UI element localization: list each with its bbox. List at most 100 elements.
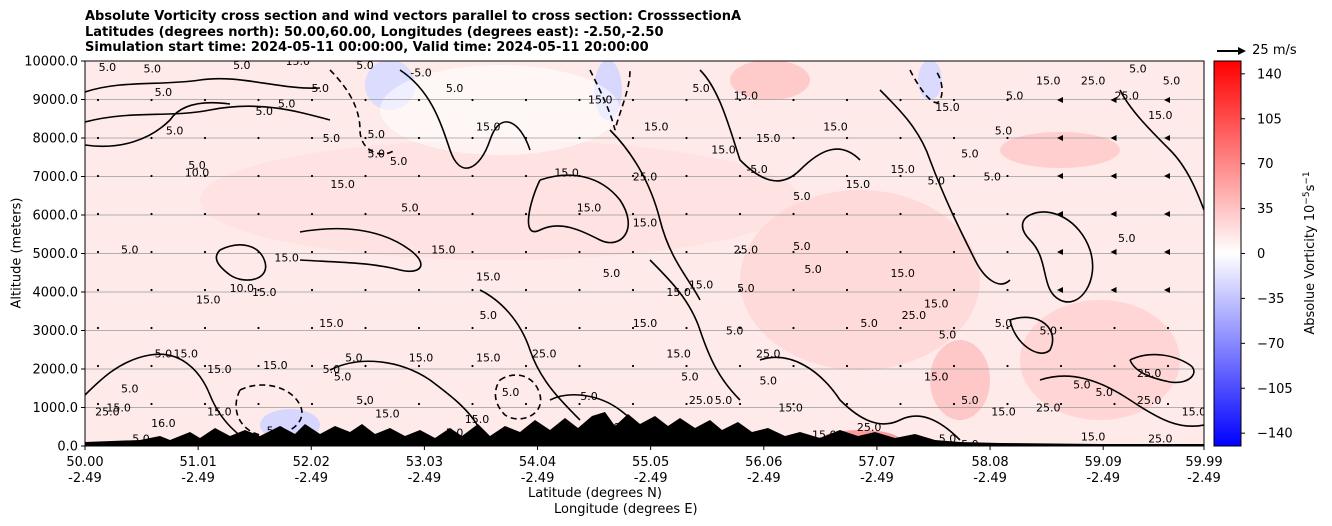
wind-vector <box>471 288 474 292</box>
wind-vector <box>1110 173 1117 179</box>
y-tick-label: 2000.0 <box>33 363 79 378</box>
plot-area: 5.0 5.05.05.05.010.05.05.015.05.05.0-5.05… <box>85 59 1204 451</box>
contour-label: 15.0 <box>991 405 1016 418</box>
wind-vector <box>1113 364 1116 368</box>
wind-vector <box>524 326 528 330</box>
contour-line <box>479 289 581 421</box>
contour-label: 15.0 <box>633 217 658 230</box>
colorbar <box>1213 60 1242 447</box>
wind-vector <box>471 326 474 330</box>
wind-vector <box>524 212 528 216</box>
vorticity-patch <box>1020 300 1180 420</box>
wind-vector <box>631 98 635 102</box>
contour-label: 15.0 <box>577 201 602 214</box>
contour-label: 25.0 <box>689 394 714 407</box>
contour-line <box>649 259 741 401</box>
wind-vector <box>631 212 635 216</box>
wind-vector <box>578 136 581 140</box>
contour-label: 5.0 <box>121 244 139 257</box>
y-tick-label: 8000.0 <box>33 132 79 147</box>
contour-label: 5.0 <box>143 63 161 76</box>
x-tick-label-lat: 53.03 <box>406 455 443 470</box>
wind-vector <box>1006 250 1009 254</box>
wind-vector <box>899 288 902 292</box>
contour-label: 15.0 <box>1081 430 1106 443</box>
vorticity-patch <box>1000 132 1120 168</box>
wind-vector <box>417 326 421 330</box>
wind-vector <box>792 98 795 102</box>
contour-label: 15.0 <box>633 317 658 330</box>
wind-vector <box>1164 97 1170 103</box>
contour-label: 5.0 <box>961 438 979 451</box>
wind-vector <box>150 136 153 140</box>
contour-line <box>85 353 261 446</box>
vorticity-patch <box>730 61 810 100</box>
contour-label: 15.0 <box>924 298 949 311</box>
negative-contour-line <box>589 69 631 131</box>
contour-line <box>527 174 630 244</box>
wind-vector <box>578 402 581 406</box>
contour-label: 5.0 <box>860 317 878 330</box>
wind-vector <box>1057 287 1063 293</box>
wind-vector <box>96 288 100 292</box>
contour-label: 5.0 <box>356 59 374 72</box>
contour-label: 5.0 <box>311 82 329 95</box>
x-tick-label-lon: -2.49 <box>408 471 442 486</box>
negative-contour-line <box>909 69 943 104</box>
wind-vector <box>631 288 635 292</box>
contour-label: 5.0 <box>1096 386 1114 399</box>
wind-vector <box>1057 173 1063 179</box>
contour-label: 15.0 <box>174 348 199 361</box>
wind-vector <box>150 326 153 330</box>
contour-label: 25.0 <box>734 244 759 257</box>
contour-label: 15.0 <box>465 413 490 426</box>
wind-vector <box>685 98 688 102</box>
wind-vector <box>417 174 421 178</box>
wind-vector <box>96 136 100 140</box>
contour-label: 25.0 <box>1148 432 1173 445</box>
colorbar-tick-label: 140 <box>1257 67 1282 82</box>
wind-vector <box>417 402 421 406</box>
colorbar-ticks: 140 105 70 35 0 −35 −70 −105 −140 <box>1241 67 1293 442</box>
wind-vector <box>310 174 314 178</box>
wind-vector <box>417 212 421 216</box>
wind-vector <box>310 364 314 368</box>
contour-label: 15.0 <box>431 244 456 257</box>
wind-vector <box>1164 211 1170 217</box>
wind-vector <box>845 98 849 102</box>
wind-vector <box>792 250 795 254</box>
contour-label: 15.0 <box>476 120 501 133</box>
contour-label: 25.0 <box>95 405 120 418</box>
wind-vector <box>364 402 367 406</box>
wind-vector <box>792 402 795 406</box>
wind-vector <box>257 136 260 140</box>
wind-vector <box>96 326 100 330</box>
x-tick-label-lat: 51.01 <box>180 455 217 470</box>
wind-vector <box>471 364 474 368</box>
wind-vector <box>96 402 100 406</box>
x-tick-label-lat: 59.99 <box>1185 455 1222 470</box>
wind-vector <box>899 98 902 102</box>
wind-vector <box>1059 402 1063 406</box>
contour-label: 5.0 <box>928 174 946 187</box>
wind-vector <box>150 364 153 368</box>
wind-vector <box>792 136 795 140</box>
x-tick-label-lat: 58.08 <box>971 455 1008 470</box>
wind-vectors <box>96 97 1170 406</box>
wind-vector <box>310 98 314 102</box>
contour-label: 5.0 <box>793 240 811 253</box>
colorbar-tick-label: 105 <box>1257 112 1282 127</box>
wind-vector <box>685 402 688 406</box>
wind-vector <box>685 212 688 216</box>
reference-vector-label: 25 m/s <box>1252 43 1297 58</box>
contour-label: 5.0 <box>793 190 811 203</box>
wind-vector <box>1059 364 1063 368</box>
x-axis: 50.00-2.4951.01-2.4952.02-2.4953.03-2.49… <box>66 446 1223 486</box>
contour-label: 15.0 <box>823 120 848 133</box>
colorbar-tick-label: −140 <box>1257 427 1293 442</box>
wind-vector <box>685 136 688 140</box>
wind-vector <box>738 402 742 406</box>
wind-vector <box>845 402 849 406</box>
wind-vector <box>1113 402 1116 406</box>
vorticity-patch <box>918 61 942 100</box>
